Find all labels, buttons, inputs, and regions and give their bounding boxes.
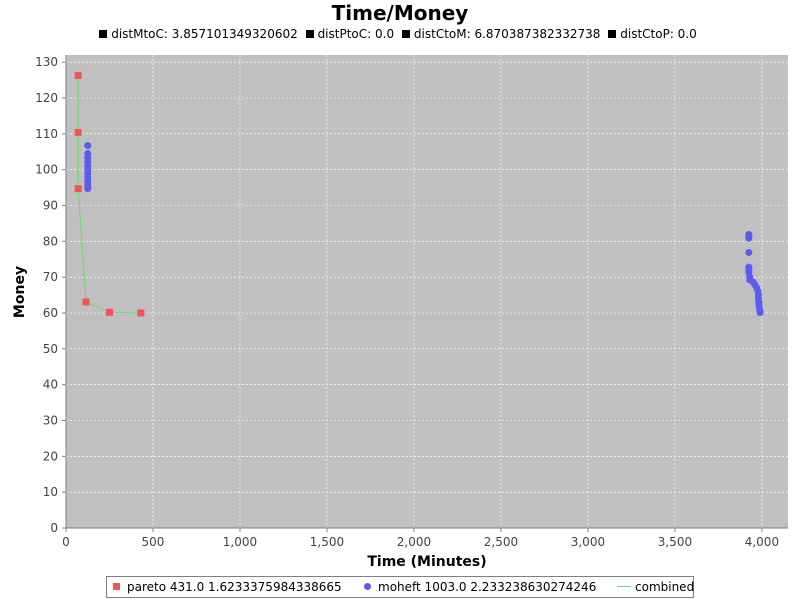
y-tick-label: 50 — [43, 342, 58, 356]
y-tick-label: 60 — [43, 306, 58, 320]
pareto-point — [74, 71, 82, 79]
subtitle-item: distCtoM: 6.870387382332738 — [401, 27, 600, 41]
moheft-point — [84, 142, 92, 150]
tick-labels: 0 500 1,000 1,500 2,000 2,500 3,000 3,500 4,000 0… — [35, 55, 779, 549]
moheft-point — [84, 185, 92, 193]
moheft-point — [745, 248, 753, 256]
legend-item-pareto: pareto 431.0 1.6233375984338665 — [113, 577, 342, 597]
moheft-point — [756, 309, 764, 317]
legend-item-moheft: moheft 1003.0 2.233238630274246 — [364, 577, 596, 597]
y-tick-label: 120 — [35, 91, 58, 105]
circle-marker-icon — [364, 583, 371, 590]
square-icon — [401, 30, 410, 38]
square-marker-icon — [113, 583, 120, 590]
subtitle-item: distCtoP: 0.0 — [608, 27, 697, 41]
x-tick-label: 3,000 — [571, 535, 605, 549]
square-icon — [99, 30, 108, 38]
pareto-point — [105, 308, 113, 316]
y-tick-label: 100 — [35, 163, 58, 177]
y-tick-label: 30 — [43, 414, 58, 428]
y-tick-label: 110 — [35, 127, 58, 141]
y-tick-label: 80 — [43, 234, 58, 248]
y-tick-label: 130 — [35, 55, 58, 69]
y-tick-label: 40 — [43, 378, 58, 392]
pareto-point — [74, 185, 82, 193]
axes — [62, 55, 788, 532]
x-axis-label: Time (Minutes) — [367, 554, 486, 570]
square-icon — [305, 30, 314, 38]
chart-title: Time/Money — [331, 1, 469, 25]
x-tick-label: 0 — [62, 535, 70, 549]
y-tick-label: 10 — [43, 485, 58, 499]
gridlines — [65, 55, 788, 529]
y-tick-label: 90 — [43, 199, 58, 213]
square-icon — [608, 30, 617, 38]
pareto-point — [82, 298, 90, 306]
x-tick-label: 1,000 — [223, 535, 257, 549]
subtitle-item: distPtoC: 0.0 — [305, 27, 394, 41]
y-tick-label: 20 — [43, 449, 58, 463]
plot-area — [66, 55, 788, 528]
series-marks — [74, 71, 764, 317]
x-tick-label: 3,500 — [658, 535, 692, 549]
legend-item-combined: combined — [617, 577, 694, 597]
moheft-point — [745, 234, 753, 242]
x-tick-label: 500 — [142, 535, 165, 549]
chart-subtitle: distMtoC: 3.857101349320602 distPtoC: 0.… — [0, 26, 800, 42]
series-line-combined — [77, 75, 141, 314]
subtitle-item: distMtoC: 3.857101349320602 — [99, 27, 298, 41]
x-tick-label: 2,000 — [397, 535, 431, 549]
y-tick-label: 0 — [50, 521, 58, 535]
pareto-point — [74, 128, 82, 136]
x-tick-label: 4,000 — [745, 535, 779, 549]
pareto-point — [137, 309, 145, 317]
y-tick-label: 70 — [43, 270, 58, 284]
x-tick-label: 2,500 — [484, 535, 518, 549]
x-tick-label: 1,500 — [310, 535, 344, 549]
legend: pareto 431.0 1.6233375984338665 moheft 1… — [106, 576, 694, 598]
line-marker-icon — [617, 586, 631, 587]
y-axis-label: Money — [12, 266, 28, 318]
